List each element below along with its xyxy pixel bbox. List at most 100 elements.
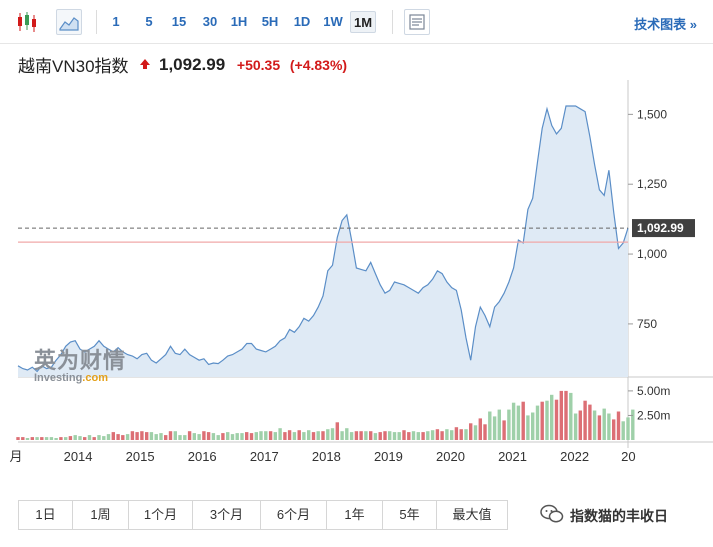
toolbar-divider [96, 10, 97, 34]
interval-15-button[interactable]: 15 [171, 14, 187, 29]
price-area-fill [18, 106, 628, 377]
volume-bar [116, 434, 120, 440]
volume-bar [111, 432, 115, 440]
volume-bar [578, 410, 582, 440]
volume-bar [278, 428, 282, 440]
volume-bar [178, 435, 182, 440]
instrument-header: 越南VN30指数 1,092.99 +50.35 (+4.83%) [18, 52, 348, 77]
volume-bar [440, 431, 444, 440]
volume-bar [254, 432, 258, 440]
range-button-7[interactable]: 最大值 [452, 507, 492, 522]
price-change-percent: (+4.83%) [289, 56, 348, 73]
volume-bar [416, 432, 420, 440]
volume-bar [411, 431, 416, 440]
volume-bar [407, 432, 411, 440]
volume-bar [173, 431, 177, 440]
volume-bar [349, 432, 354, 440]
current-price-tag [632, 219, 695, 238]
volume-bar [287, 430, 292, 440]
volume-bar [183, 435, 187, 440]
volume-bar [311, 432, 316, 440]
range-button-0[interactable]: 1日 [19, 501, 73, 529]
technical-chart-link[interactable]: 技术图表 » [634, 17, 697, 32]
range-button-2[interactable]: 1个月 [129, 501, 193, 529]
volume-bar [302, 432, 306, 440]
x-tick-label: 2016 [188, 449, 217, 464]
volume-bar [550, 394, 554, 440]
interval-1h-button[interactable]: 1H [230, 14, 248, 29]
volume-bar [44, 437, 49, 440]
volume-bar [16, 437, 20, 440]
range-button-1[interactable]: 1周 [73, 501, 129, 529]
range-button-6[interactable]: 5年 [383, 501, 437, 529]
x-tick-label: 2018 [312, 449, 341, 464]
x-tick-label: 2022 [560, 449, 589, 464]
x-tick-label: 20 [621, 449, 635, 464]
volume-bar [249, 433, 254, 440]
volume-bar [421, 432, 425, 440]
x-tick-label: 2021 [498, 449, 527, 464]
candlestick-chart-icon[interactable] [14, 9, 40, 35]
volume-bar [49, 437, 54, 440]
news-panel-icon[interactable] [404, 9, 430, 35]
range-button-3[interactable]: 3个月 [193, 501, 261, 529]
price-chart[interactable]: 1,500 1,250 1,000 750 1,092.99 5.00m 2.50m 月 201… [0, 80, 713, 470]
price-change: +50.35 [236, 56, 281, 73]
volume-bar [106, 434, 111, 440]
y-tick-label: 1,000 [637, 247, 667, 261]
volume-bar [626, 417, 630, 440]
volume-bar [321, 431, 325, 440]
volume-bar [159, 433, 163, 440]
volume-bar [245, 432, 249, 440]
volume-bar [135, 432, 139, 440]
volume-bar [473, 425, 478, 440]
interval-1d-button[interactable]: 1D [293, 14, 311, 29]
volume-bar [397, 432, 401, 440]
volume-bar [197, 434, 201, 440]
price-chart-svg[interactable]: 1,500 1,250 1,000 750 1,092.99 5.00m 2.50m 月 201… [0, 80, 713, 470]
volume-bar [445, 429, 449, 440]
time-range-selector: 1日 1周 1个月 3个月 6个月 1年 5年 最大值 [18, 500, 508, 530]
interval-5h-button[interactable]: 5H [261, 14, 279, 29]
volume-bar [192, 433, 196, 440]
range-button-5[interactable]: 1年 [327, 501, 383, 529]
volume-bar [30, 437, 34, 440]
volume-bar [292, 432, 297, 440]
volume-bar [68, 436, 73, 440]
interval-30-button[interactable]: 30 [202, 14, 218, 29]
x-tick-label: 2015 [126, 449, 155, 464]
volume-bar [102, 436, 106, 440]
volume-bar [40, 437, 44, 440]
volume-bar [545, 400, 549, 440]
interval-5-button[interactable]: 5 [145, 14, 153, 29]
range-button-4[interactable]: 6个月 [261, 501, 327, 529]
volume-bar [373, 433, 378, 440]
volume-bar [149, 432, 154, 440]
volume-bar [535, 405, 540, 440]
area-chart-icon[interactable] [56, 9, 82, 35]
volume-bar [588, 404, 592, 440]
volume-bar [316, 431, 320, 440]
watermark-text: 指数猫的丰收日 [570, 508, 668, 524]
volume-bar [602, 408, 606, 440]
volume-bar [511, 402, 516, 440]
y-tick-label: 1,250 [637, 177, 667, 191]
volume-bar [402, 430, 406, 440]
volume-bar [554, 399, 559, 440]
interval-1w-button[interactable]: 1W [323, 14, 343, 29]
volume-bar [435, 429, 440, 440]
volume-bar [259, 431, 263, 440]
volume-bar [488, 411, 492, 440]
x-tick-label: 2014 [64, 449, 93, 464]
volume-bar [507, 409, 511, 440]
interval-1-button[interactable]: 1 [112, 14, 120, 29]
interval-1m-button[interactable]: 1M [350, 11, 376, 33]
volume-bar [235, 433, 239, 440]
volume-bar [383, 431, 387, 440]
volume-bar [612, 419, 616, 440]
x-tick-label: 2020 [436, 449, 465, 464]
volume-bar [230, 434, 235, 440]
x-tick-label: 月 [9, 449, 22, 464]
volume-bar [497, 409, 501, 440]
volume-bar [359, 431, 363, 440]
